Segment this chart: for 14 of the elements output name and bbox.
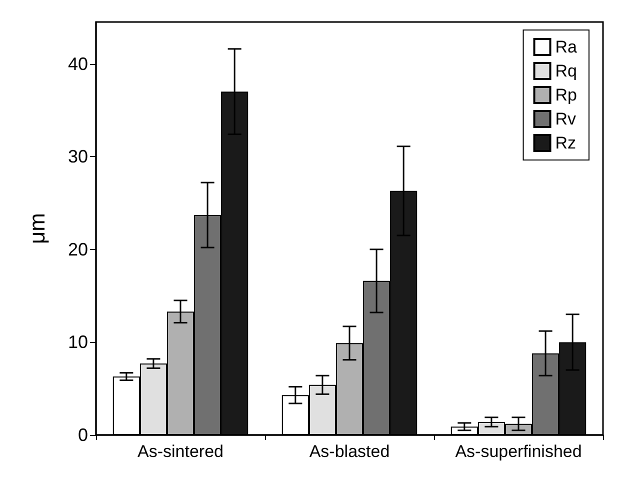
legend-label: Rp — [555, 86, 578, 104]
legend-label: Ra — [555, 38, 578, 56]
y-tick-label: 30 — [68, 146, 88, 167]
legend-label: Rq — [555, 62, 578, 80]
y-tick-label: 0 — [78, 425, 88, 445]
y-axis-title: μm — [24, 212, 50, 244]
y-tick-label: 40 — [68, 54, 88, 74]
y-tick-label: 10 — [68, 332, 88, 352]
x-tick-label: As-blasted — [309, 442, 390, 461]
x-tick-label: As-superfinished — [455, 442, 582, 461]
legend-label: Rz — [555, 134, 576, 152]
y-tick-label: 20 — [68, 239, 88, 260]
legend-label: Rv — [555, 110, 577, 128]
x-tick-label: As-sintered — [138, 442, 224, 461]
